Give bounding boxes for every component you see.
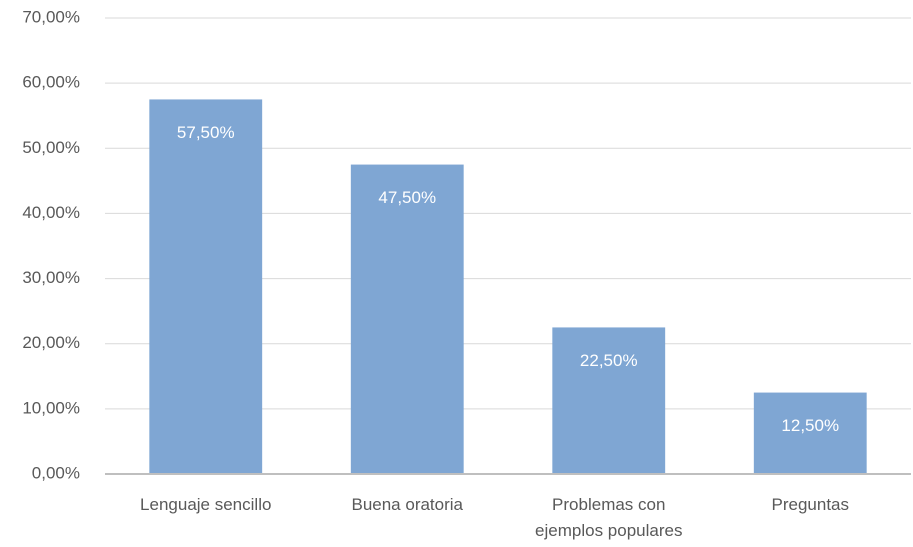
data-label: 12,50% (781, 416, 839, 435)
y-tick-label: 40,00% (22, 203, 80, 222)
x-tick-label: Buena oratoria (351, 495, 464, 514)
x-tick-label: Problemas con ejemplos populares (535, 495, 683, 540)
data-label: 47,50% (378, 188, 436, 207)
y-tick-label: 60,00% (22, 73, 80, 92)
y-tick-label: 0,00% (32, 463, 80, 482)
data-label: 57,50% (177, 123, 235, 142)
bar (753, 392, 867, 474)
y-tick-label: 70,00% (22, 7, 80, 26)
bar (552, 327, 666, 474)
y-tick-label: 30,00% (22, 268, 80, 287)
y-tick-label: 20,00% (22, 333, 80, 352)
bar (149, 99, 263, 474)
y-tick-label: 50,00% (22, 138, 80, 157)
bar (350, 164, 464, 475)
x-tick-label: Preguntas (771, 495, 850, 514)
data-label: 22,50% (580, 351, 638, 370)
y-tick-label: 10,00% (22, 398, 80, 417)
x-tick-label: Lenguaje sencillo (140, 495, 272, 514)
